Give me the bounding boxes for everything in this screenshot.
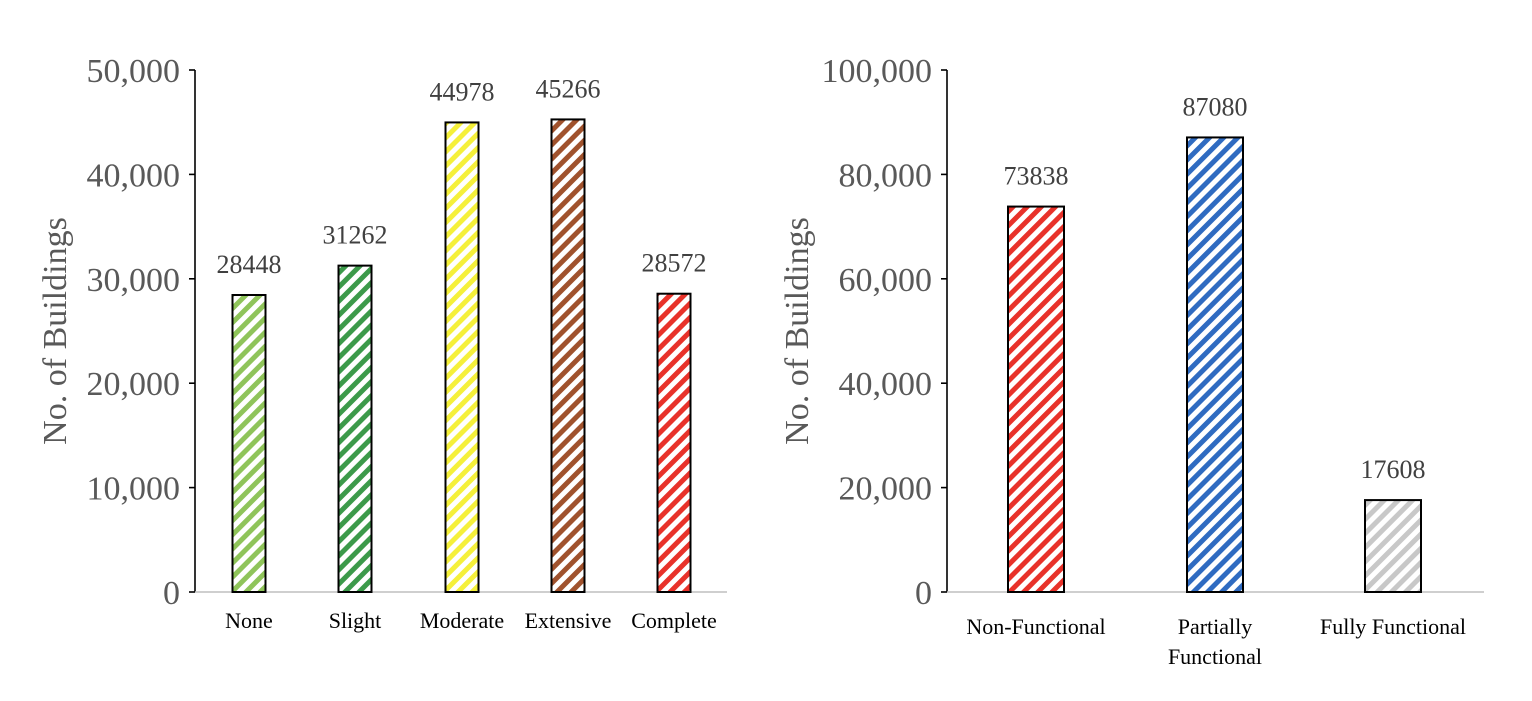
data-label-fully-functional: 17608 [1361,455,1426,484]
category-label-moderate: Moderate [420,608,504,633]
category-label-line: Moderate [420,608,504,633]
data-label-complete: 28572 [642,249,707,278]
category-label-partially-functional: Partially Functional [1168,614,1262,669]
y-tick-label: 50,000 [87,53,181,90]
y-tick-label: 20,000 [839,471,933,508]
data-label-slight: 31262 [323,221,388,250]
data-label-none: 28448 [217,250,282,279]
y-tick-label: 60,000 [839,262,933,299]
damage-state-chart: 0 10,000 20,000 30,000 40,000 50,000 No. of Bu… [37,53,727,633]
bar-none [231,294,267,593]
data-label-non-functional: 73838 [1004,162,1069,191]
y-tick-label: 40,000 [87,157,181,194]
bar-extensive [550,118,586,593]
category-label-line: Fully Functional [1320,614,1466,639]
y-tick-label: 20,000 [87,366,181,403]
y-axis-title: No. of Buildings [37,217,74,445]
bar-slight [337,264,373,593]
data-label-extensive: 45266 [536,74,601,103]
bar-fully-functional [1364,499,1422,593]
category-label-non-functional: Non-Functional [966,614,1105,639]
functionality-chart: 0 20,000 40,000 60,000 80,000 100,000 No. of B… [779,53,1484,669]
data-label-partially-functional: 87080 [1183,92,1248,121]
y-tick-label: 0 [163,575,180,612]
bar-partially-functional [1186,136,1244,593]
bar-complete [656,292,692,593]
category-label-line: Extensive [525,608,612,633]
category-label-extensive: Extensive [525,608,612,633]
data-label-moderate: 44978 [430,77,495,106]
category-label-line: Non-Functional [966,614,1105,639]
y-tick-label: 100,000 [822,53,933,90]
y-tick-label: 40,000 [839,366,933,403]
category-label-line: Partially [1178,614,1253,639]
y-tick-label: 0 [915,575,932,612]
y-tick-label: 80,000 [839,157,933,194]
bar-moderate [444,121,480,593]
category-label-fully-functional: Fully Functional [1320,614,1466,639]
category-label-none: None [225,608,273,633]
category-label-line: Slight [329,608,382,633]
y-axis-title: No. of Buildings [779,217,816,445]
bar-non-functional [1007,205,1065,593]
category-label-slight: Slight [329,608,382,633]
category-label-complete: Complete [631,608,717,633]
category-label-line: Functional [1168,644,1262,669]
category-label-line: None [225,608,273,633]
category-label-line: Complete [631,608,717,633]
y-tick-label: 10,000 [87,471,181,508]
y-tick-label: 30,000 [87,262,181,299]
